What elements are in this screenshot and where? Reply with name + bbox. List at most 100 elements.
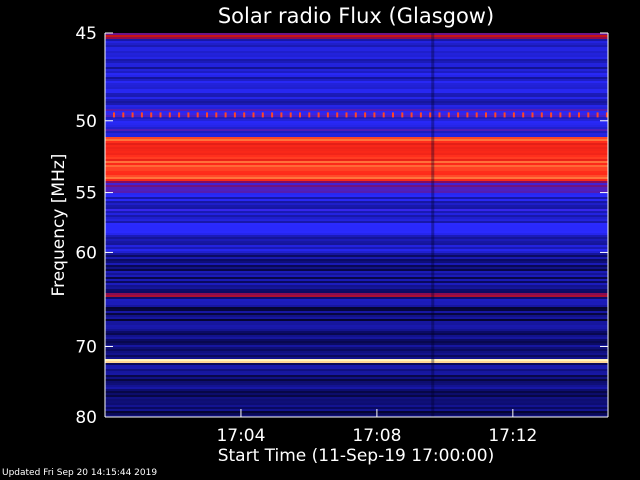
spectrogram-row [105,269,608,271]
interference-mark [503,112,506,118]
spectrogram-row [105,387,608,389]
interference-mark [215,112,218,118]
spectrogram-row [105,119,608,121]
spectrogram-row [105,171,608,173]
spectrogram-row [105,381,608,383]
y-tick-label: 70 [75,337,97,357]
spectrogram-row [105,151,608,153]
y-axis-title: Frequency [MHz] [49,154,69,297]
x-tick-label: 17:04 [216,426,265,446]
spectrogram-row [105,257,608,259]
spectrogram-row [105,187,608,189]
interference-mark [317,112,320,118]
spectrogram-row [105,309,608,311]
spectrogram-row [105,73,608,75]
spectrogram-row [105,103,608,105]
interference-mark [252,112,255,118]
interference-mark [531,112,534,118]
spectrogram-row [105,263,608,265]
spectrogram-row [105,149,608,151]
spectrogram-row [105,245,608,247]
spectrogram-row [105,189,608,191]
spectrogram-row [105,167,608,169]
spectrogram-row [105,93,608,95]
spectrogram-row [105,53,608,55]
interference-mark [373,112,376,118]
spectrogram-row [105,365,608,367]
interference-mark [168,112,171,118]
spectrogram-row [105,121,608,123]
interference-mark [401,112,404,118]
spectrogram-row [105,199,608,201]
spectrogram-row [105,415,608,417]
spectrogram-row [105,131,608,133]
spectrogram-row [105,177,608,179]
spectrogram-row [105,301,608,303]
interference-mark [233,112,236,118]
spectrogram-row [105,183,608,185]
updated-timestamp: Updated Fri Sep 20 14:15:44 2019 [2,468,158,478]
spectrogram-row [105,235,608,237]
spectrogram-row [105,239,608,241]
spectrogram-row [105,97,608,99]
spectrogram-row [105,233,608,235]
spectrogram-row [105,371,608,373]
spectrogram-row [105,79,608,81]
spectrogram-row [105,147,608,149]
spectrogram-row [105,221,608,223]
interference-mark [159,112,162,118]
spectrogram-row [105,85,608,87]
spectrogram-row [105,191,608,193]
spectrogram-row [105,231,608,233]
y-tick-label: 80 [75,408,97,428]
x-axis-title: Start Time (11-Sep-19 17:00:00) [218,446,495,466]
interference-mark [113,112,115,118]
spectrogram-row [105,399,608,401]
spectrogram-row [105,393,608,395]
spectrogram-row [105,123,608,125]
spectrogram-row [105,135,608,137]
spectrogram-row [105,107,608,109]
spectrogram-row [105,247,608,249]
axes: 45 50 55 60 70 80 17:04 17:08 17:12 [75,24,609,446]
spectrogram-row [105,169,608,171]
y-tick-label: 45 [75,24,97,44]
spectrogram-row [105,51,608,53]
spectrogram-row [105,281,608,283]
spectrogram-row [105,197,608,199]
spectrogram-row [105,209,608,211]
spectrogram-row [105,163,608,165]
y-tick-label: 55 [75,184,97,204]
spectrogram-row [105,313,608,315]
spectrogram-row [105,195,608,197]
interference-mark [410,112,413,118]
spectrogram-row [105,143,608,145]
interference-mark [522,112,525,118]
interference-mark [196,112,199,118]
interference-mark [466,112,469,118]
interference-mark [550,112,553,118]
interference-mark [131,112,134,118]
spectrogram-row [105,205,608,207]
spectrogram-row [105,111,608,113]
plot-area [105,33,608,417]
interference-mark [261,112,264,118]
spectrogram-row [105,259,608,261]
spectrogram-row [105,181,608,183]
interference-mark [308,112,311,118]
interference-mark [512,112,515,118]
spectrogram-row [105,35,608,37]
spectrogram-row [105,265,608,267]
spectrogram-row [105,401,608,403]
spectrogram-row [105,345,608,347]
spectrogram-row [105,81,608,83]
spectrogram-row [105,361,608,363]
interference-mark [150,112,153,118]
interference-mark [178,112,181,118]
spectrogram-row [105,95,608,97]
spectrogram-row [105,337,608,339]
spectrogram-row [105,47,608,49]
spectrogram-row [105,283,608,285]
spectrogram-row [105,295,608,297]
interference-mark [494,112,497,118]
